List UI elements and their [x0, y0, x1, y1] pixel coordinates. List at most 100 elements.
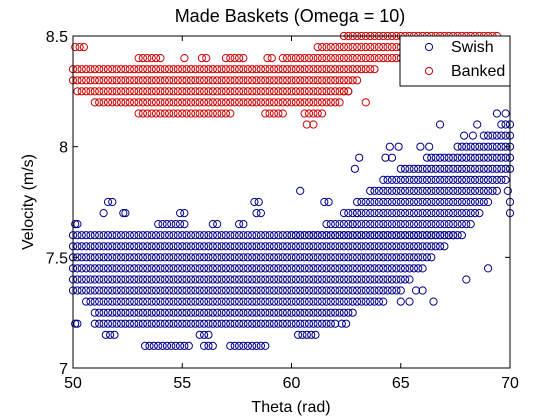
data-point: [77, 242, 86, 251]
data-point: [261, 264, 270, 273]
data-point: [125, 253, 134, 262]
data-point: [125, 308, 134, 317]
data-point: [462, 142, 471, 151]
data-point: [208, 98, 217, 107]
data-point: [287, 319, 296, 328]
data-point: [440, 242, 449, 251]
data-point: [462, 220, 471, 229]
data-point: [226, 98, 235, 107]
data-point: [117, 308, 126, 317]
data-point: [326, 231, 335, 240]
data-point: [178, 98, 187, 107]
data-point: [320, 197, 329, 207]
data-point: [217, 242, 226, 251]
data-point: [396, 231, 405, 240]
data-point: [156, 109, 165, 118]
data-point: [470, 142, 480, 151]
data-points: [68, 31, 515, 350]
data-point: [226, 319, 235, 328]
data-point: [204, 264, 213, 273]
data-point: [353, 275, 362, 284]
data-point: [138, 87, 147, 96]
data-point: [427, 186, 436, 195]
data-point: [318, 231, 327, 240]
data-point: [230, 275, 239, 284]
data-point: [191, 76, 200, 85]
data-point: [344, 76, 353, 85]
data-point: [344, 87, 353, 96]
data-point: [204, 98, 213, 107]
data-point: [304, 264, 314, 273]
data-point: [326, 98, 335, 107]
data-point: [156, 319, 165, 328]
data-point: [165, 65, 174, 74]
data-point: [252, 341, 261, 350]
data-point: [156, 54, 165, 63]
data-point: [208, 286, 217, 295]
data-point: [221, 109, 230, 118]
data-point: [143, 319, 152, 328]
data-point: [178, 109, 187, 118]
data-point: [396, 286, 405, 295]
data-point: [217, 319, 226, 328]
data-point: [200, 253, 209, 262]
data-point: [357, 275, 366, 284]
data-point: [261, 76, 270, 85]
data-point: [348, 242, 357, 251]
data-point: [331, 98, 340, 107]
data-point: [335, 76, 344, 85]
data-point: [90, 242, 99, 251]
data-point: [383, 242, 392, 251]
data-point: [160, 264, 169, 273]
data-point: [374, 209, 383, 218]
data-point: [261, 65, 270, 74]
data-point: [208, 264, 217, 273]
data-point: [274, 297, 283, 306]
data-point: [287, 98, 296, 107]
data-point: [335, 87, 344, 96]
data-point: [387, 186, 397, 195]
data-point: [370, 65, 379, 74]
data-point: [374, 54, 383, 63]
data-point: [326, 76, 335, 85]
data-point: [243, 231, 252, 240]
data-point: [121, 308, 130, 317]
data-point: [287, 264, 296, 273]
data-point: [460, 131, 469, 140]
data-point: [221, 275, 230, 284]
data-point: [130, 286, 139, 295]
data-point: [322, 98, 331, 107]
data-point: [221, 231, 230, 240]
data-point: [134, 242, 143, 251]
data-point: [383, 43, 392, 52]
data-point: [444, 175, 453, 184]
data-point: [488, 175, 497, 184]
data-point: [95, 275, 104, 284]
data-point: [99, 286, 108, 295]
data-point: [195, 308, 204, 317]
data-point: [287, 87, 296, 96]
data-point: [160, 308, 169, 317]
data-point: [169, 264, 178, 273]
data-point: [265, 109, 274, 118]
data-point: [226, 308, 235, 317]
data-point: [492, 109, 501, 118]
data-point: [418, 264, 427, 273]
data-point: [353, 43, 362, 52]
data-point: [374, 231, 383, 240]
data-point: [411, 286, 421, 295]
data-point: [103, 264, 113, 273]
data-point: [230, 54, 239, 63]
data-point: [361, 220, 370, 229]
data-point: [143, 87, 152, 96]
data-point: [125, 319, 134, 328]
data-point: [318, 43, 327, 52]
data-point: [239, 54, 248, 63]
data-point: [405, 197, 414, 207]
data-point: [182, 109, 191, 118]
data-point: [121, 87, 130, 96]
data-point: [344, 209, 353, 218]
data-point: [99, 297, 108, 306]
data-point: [318, 308, 327, 317]
data-point: [322, 297, 331, 306]
